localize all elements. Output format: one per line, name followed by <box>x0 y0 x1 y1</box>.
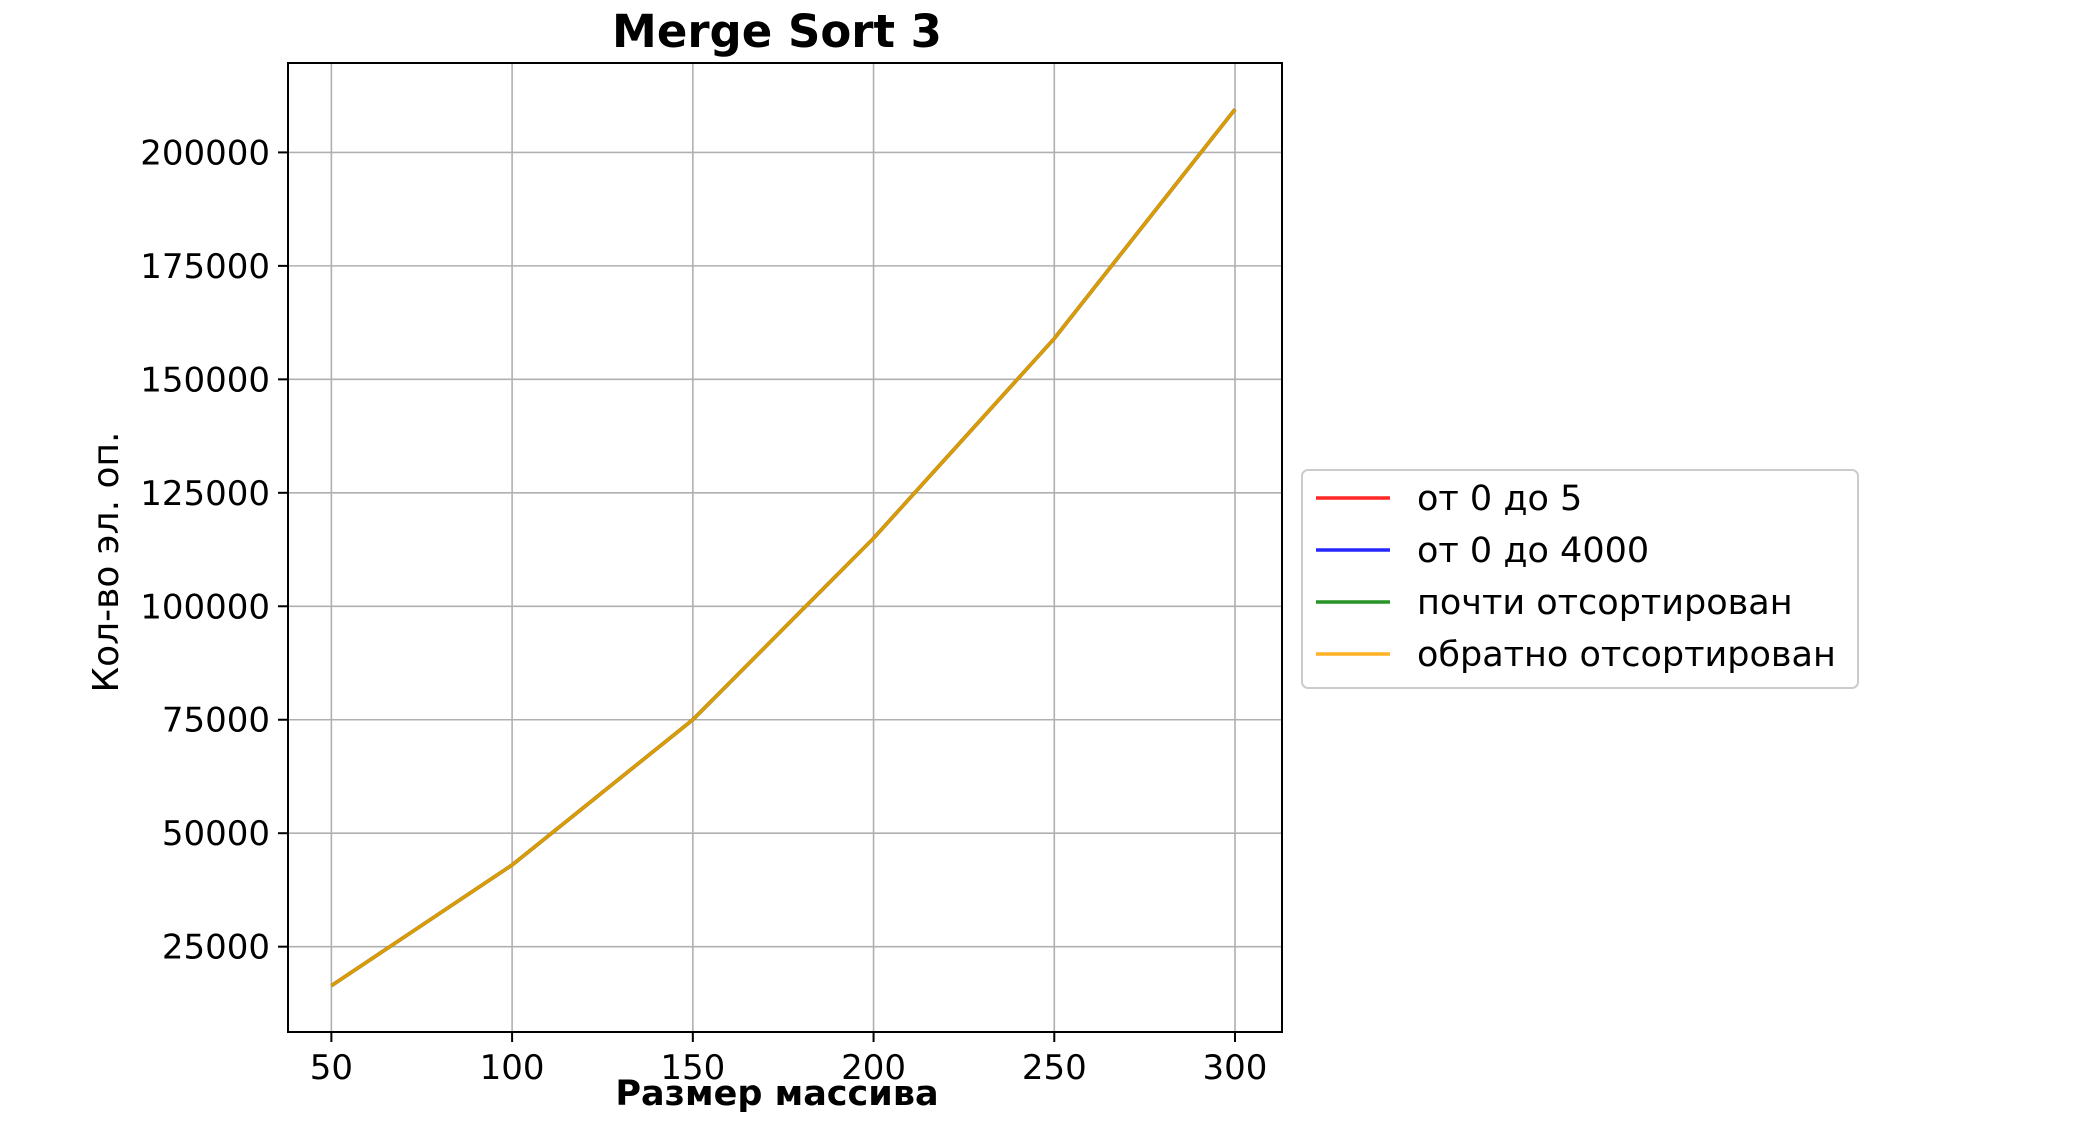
series-line-2 <box>330 108 1237 988</box>
grid-lines <box>288 63 1282 1032</box>
x-tick-label: 150 <box>660 1048 725 1088</box>
y-axis-label: Кол-во эл. оп. <box>86 432 127 693</box>
chart-title: Merge Sort 3 <box>612 5 942 58</box>
series-line-4 <box>330 108 1237 988</box>
legend-label: от 0 до 4000 <box>1417 531 1649 571</box>
x-axis-label: Размер массива <box>615 1074 938 1114</box>
plot-frame <box>287 62 1283 1033</box>
series-line-3 <box>330 108 1237 988</box>
legend-label: от 0 до 5 <box>1417 479 1582 519</box>
y-tick-label: 125000 <box>140 474 270 514</box>
x-axis-ticks: 50 100 150 200 250 300 <box>310 1032 1268 1088</box>
x-tick-label: 200 <box>841 1048 906 1088</box>
legend-label: почти отсортирован <box>1417 583 1793 623</box>
series-lines <box>330 108 1237 988</box>
legend-box <box>1301 469 1859 689</box>
y-axis-ticks: 25000 50000 75000 100000 125000 150000 175000 2… <box>140 133 288 968</box>
legend: от 0 до 5 от 0 до 4000 почти отсортирован о… <box>1301 469 1859 689</box>
y-tick-label: 75000 <box>162 701 270 741</box>
y-tick-label: 150000 <box>140 360 270 400</box>
x-tick-label: 100 <box>480 1048 545 1088</box>
x-tick-label: 50 <box>310 1048 353 1088</box>
x-tick-label: 250 <box>1022 1048 1087 1088</box>
y-tick-label: 100000 <box>140 587 270 627</box>
legend-label: обратно отсортирован <box>1417 635 1836 675</box>
y-tick-label: 50000 <box>162 814 270 854</box>
x-tick-label: 300 <box>1203 1048 1268 1088</box>
y-tick-label: 175000 <box>140 247 270 287</box>
y-tick-label: 200000 <box>140 133 270 173</box>
series-line-1 <box>330 108 1237 988</box>
y-tick-label: 25000 <box>162 928 270 968</box>
